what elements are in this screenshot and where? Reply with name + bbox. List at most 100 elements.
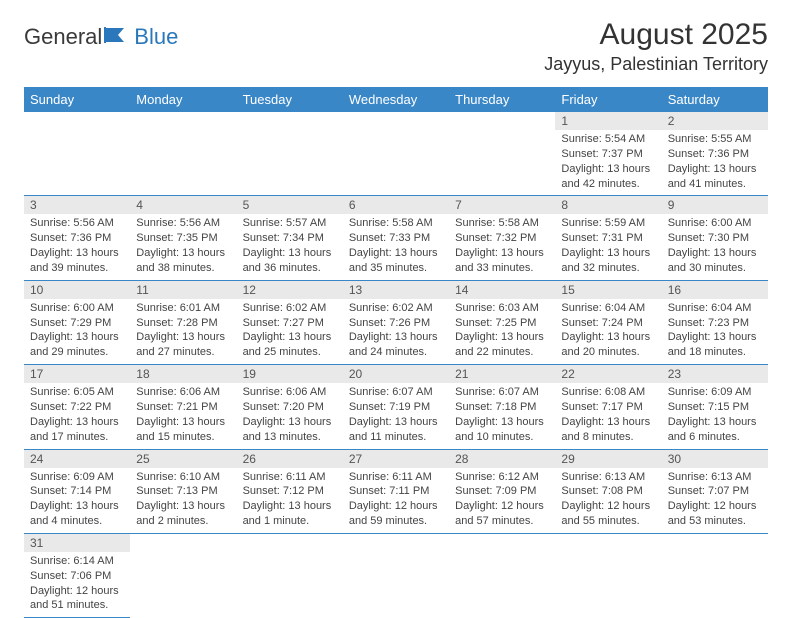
logo-text-blue: Blue <box>134 24 178 50</box>
sunset-line: Sunset: 7:32 PM <box>455 231 549 246</box>
sunrise-line: Sunrise: 6:11 AM <box>243 470 337 485</box>
day-details: Sunrise: 6:01 AMSunset: 7:28 PMDaylight:… <box>130 299 236 364</box>
calendar-row: 17Sunrise: 6:05 AMSunset: 7:22 PMDayligh… <box>24 365 768 449</box>
day-number: 21 <box>449 365 555 383</box>
calendar-cell: 18Sunrise: 6:06 AMSunset: 7:21 PMDayligh… <box>130 365 236 449</box>
sunset-line: Sunset: 7:24 PM <box>561 316 655 331</box>
day-details: Sunrise: 6:05 AMSunset: 7:22 PMDaylight:… <box>24 383 130 448</box>
sunset-line: Sunset: 7:31 PM <box>561 231 655 246</box>
calendar-cell: 30Sunrise: 6:13 AMSunset: 7:07 PMDayligh… <box>662 449 768 533</box>
month-title: August 2025 <box>544 18 768 52</box>
day-number: 9 <box>662 196 768 214</box>
sunrise-line: Sunrise: 6:01 AM <box>136 301 230 316</box>
sunset-line: Sunset: 7:26 PM <box>349 316 443 331</box>
sunrise-line: Sunrise: 5:57 AM <box>243 216 337 231</box>
sunset-line: Sunset: 7:21 PM <box>136 400 230 415</box>
day-details: Sunrise: 6:02 AMSunset: 7:26 PMDaylight:… <box>343 299 449 364</box>
calendar-cell: 28Sunrise: 6:12 AMSunset: 7:09 PMDayligh… <box>449 449 555 533</box>
calendar-cell-empty <box>662 533 768 617</box>
day-number: 26 <box>237 450 343 468</box>
calendar-cell: 26Sunrise: 6:11 AMSunset: 7:12 PMDayligh… <box>237 449 343 533</box>
day-details: Sunrise: 6:06 AMSunset: 7:20 PMDaylight:… <box>237 383 343 448</box>
daylight-line: Daylight: 13 hours and 2 minutes. <box>136 499 230 529</box>
calendar-cell: 13Sunrise: 6:02 AMSunset: 7:26 PMDayligh… <box>343 280 449 364</box>
calendar-cell-empty <box>237 533 343 617</box>
logo: General Blue <box>24 24 178 50</box>
day-details: Sunrise: 6:04 AMSunset: 7:24 PMDaylight:… <box>555 299 661 364</box>
sunset-line: Sunset: 7:18 PM <box>455 400 549 415</box>
logo-text-general: General <box>24 24 102 50</box>
sunrise-line: Sunrise: 6:13 AM <box>561 470 655 485</box>
sunrise-line: Sunrise: 5:56 AM <box>136 216 230 231</box>
day-details: Sunrise: 6:04 AMSunset: 7:23 PMDaylight:… <box>662 299 768 364</box>
daylight-line: Daylight: 13 hours and 20 minutes. <box>561 330 655 360</box>
day-details: Sunrise: 5:56 AMSunset: 7:35 PMDaylight:… <box>130 214 236 279</box>
daylight-line: Daylight: 13 hours and 6 minutes. <box>668 415 762 445</box>
calendar-cell-empty <box>449 533 555 617</box>
sunrise-line: Sunrise: 6:12 AM <box>455 470 549 485</box>
calendar-cell-empty <box>237 112 343 196</box>
sunrise-line: Sunrise: 6:13 AM <box>668 470 762 485</box>
flag-icon <box>104 25 132 50</box>
sunrise-line: Sunrise: 5:56 AM <box>30 216 124 231</box>
weekday-header: Sunday <box>24 87 130 112</box>
sunrise-line: Sunrise: 6:07 AM <box>455 385 549 400</box>
calendar-row: 1Sunrise: 5:54 AMSunset: 7:37 PMDaylight… <box>24 112 768 196</box>
sunrise-line: Sunrise: 6:14 AM <box>30 554 124 569</box>
day-details: Sunrise: 6:14 AMSunset: 7:06 PMDaylight:… <box>24 552 130 617</box>
sunrise-line: Sunrise: 6:00 AM <box>30 301 124 316</box>
sunrise-line: Sunrise: 6:00 AM <box>668 216 762 231</box>
daylight-line: Daylight: 12 hours and 53 minutes. <box>668 499 762 529</box>
day-number: 29 <box>555 450 661 468</box>
sunset-line: Sunset: 7:15 PM <box>668 400 762 415</box>
daylight-line: Daylight: 13 hours and 42 minutes. <box>561 162 655 192</box>
daylight-line: Daylight: 12 hours and 59 minutes. <box>349 499 443 529</box>
weekday-header-row: SundayMondayTuesdayWednesdayThursdayFrid… <box>24 87 768 112</box>
day-number: 22 <box>555 365 661 383</box>
day-details: Sunrise: 5:59 AMSunset: 7:31 PMDaylight:… <box>555 214 661 279</box>
sunrise-line: Sunrise: 6:02 AM <box>243 301 337 316</box>
day-details: Sunrise: 5:54 AMSunset: 7:37 PMDaylight:… <box>555 130 661 195</box>
weekday-header: Tuesday <box>237 87 343 112</box>
daylight-line: Daylight: 13 hours and 39 minutes. <box>30 246 124 276</box>
daylight-line: Daylight: 13 hours and 13 minutes. <box>243 415 337 445</box>
daylight-line: Daylight: 13 hours and 18 minutes. <box>668 330 762 360</box>
calendar-cell: 23Sunrise: 6:09 AMSunset: 7:15 PMDayligh… <box>662 365 768 449</box>
day-details: Sunrise: 6:11 AMSunset: 7:12 PMDaylight:… <box>237 468 343 533</box>
sunset-line: Sunset: 7:14 PM <box>30 484 124 499</box>
weekday-header: Wednesday <box>343 87 449 112</box>
calendar-cell-empty <box>555 533 661 617</box>
sunset-line: Sunset: 7:36 PM <box>668 147 762 162</box>
day-details: Sunrise: 6:11 AMSunset: 7:11 PMDaylight:… <box>343 468 449 533</box>
sunrise-line: Sunrise: 6:04 AM <box>668 301 762 316</box>
day-details: Sunrise: 6:03 AMSunset: 7:25 PMDaylight:… <box>449 299 555 364</box>
daylight-line: Daylight: 12 hours and 57 minutes. <box>455 499 549 529</box>
calendar-cell: 4Sunrise: 5:56 AMSunset: 7:35 PMDaylight… <box>130 196 236 280</box>
calendar-cell-empty <box>343 533 449 617</box>
day-details: Sunrise: 6:13 AMSunset: 7:08 PMDaylight:… <box>555 468 661 533</box>
daylight-line: Daylight: 13 hours and 32 minutes. <box>561 246 655 276</box>
day-number: 12 <box>237 281 343 299</box>
sunset-line: Sunset: 7:11 PM <box>349 484 443 499</box>
sunset-line: Sunset: 7:37 PM <box>561 147 655 162</box>
sunrise-line: Sunrise: 6:04 AM <box>561 301 655 316</box>
daylight-line: Daylight: 13 hours and 29 minutes. <box>30 330 124 360</box>
sunset-line: Sunset: 7:13 PM <box>136 484 230 499</box>
day-number: 18 <box>130 365 236 383</box>
day-number: 16 <box>662 281 768 299</box>
daylight-line: Daylight: 13 hours and 30 minutes. <box>668 246 762 276</box>
day-number: 4 <box>130 196 236 214</box>
calendar-cell-empty <box>449 112 555 196</box>
sunrise-line: Sunrise: 6:06 AM <box>136 385 230 400</box>
calendar-cell: 16Sunrise: 6:04 AMSunset: 7:23 PMDayligh… <box>662 280 768 364</box>
sunset-line: Sunset: 7:33 PM <box>349 231 443 246</box>
day-number: 20 <box>343 365 449 383</box>
calendar-row: 31Sunrise: 6:14 AMSunset: 7:06 PMDayligh… <box>24 533 768 617</box>
calendar-cell-empty <box>24 112 130 196</box>
calendar-cell: 31Sunrise: 6:14 AMSunset: 7:06 PMDayligh… <box>24 533 130 617</box>
weekday-header: Friday <box>555 87 661 112</box>
sunrise-line: Sunrise: 6:07 AM <box>349 385 443 400</box>
calendar-cell: 3Sunrise: 5:56 AMSunset: 7:36 PMDaylight… <box>24 196 130 280</box>
day-number: 31 <box>24 534 130 552</box>
daylight-line: Daylight: 13 hours and 41 minutes. <box>668 162 762 192</box>
